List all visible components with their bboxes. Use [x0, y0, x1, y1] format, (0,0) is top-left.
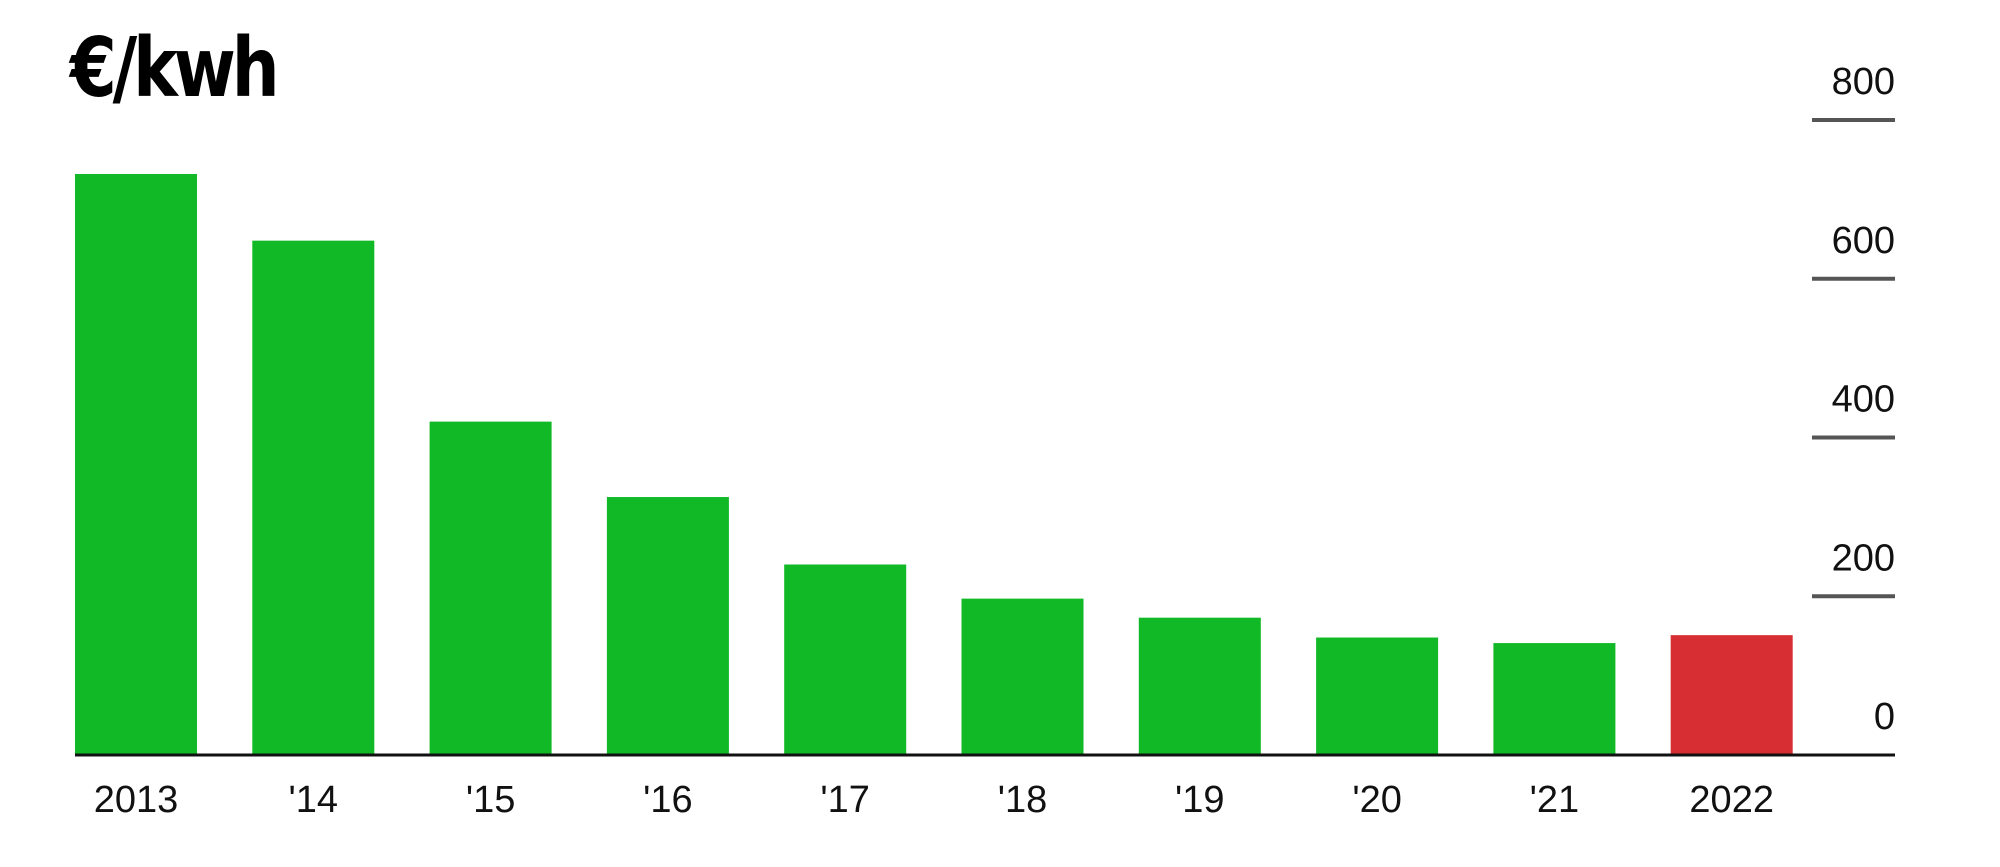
- bar: [252, 240, 375, 755]
- bar: [1670, 635, 1793, 755]
- bar: [784, 564, 907, 755]
- bar: [75, 173, 197, 756]
- x-axis: 2013 '14 '15 '16 '17 '18 '19 '20 '21 2022: [75, 753, 1895, 821]
- y-tick-label: 600: [1832, 220, 1895, 262]
- x-tick-label: '20: [1352, 779, 1402, 821]
- bars-group: [75, 173, 1793, 756]
- y-tick-label: 800: [1832, 61, 1895, 103]
- x-tick-label: '17: [820, 779, 870, 821]
- y-tick-label: 0: [1874, 696, 1895, 738]
- bar: [1493, 643, 1616, 755]
- bar: [429, 421, 552, 755]
- x-tick-label: '19: [1175, 779, 1225, 821]
- x-tick-label: '16: [643, 779, 693, 821]
- x-tick-label: 2022: [1689, 779, 1774, 821]
- y-tick-label: 200: [1832, 537, 1895, 579]
- y-axis: 0 200 400 600 800: [1812, 61, 1895, 738]
- x-tick-label: 2013: [94, 779, 179, 821]
- chart-title: €/kwh: [70, 21, 280, 116]
- bar: [1138, 617, 1261, 755]
- bar: [606, 497, 729, 755]
- x-tick-label: '21: [1530, 779, 1580, 821]
- bar: [1316, 637, 1439, 755]
- bar: [961, 598, 1084, 755]
- y-tick-label: 400: [1832, 379, 1895, 421]
- x-tick-label: '14: [289, 779, 339, 821]
- x-tick-label: '15: [466, 779, 516, 821]
- x-tick-label: '18: [998, 779, 1048, 821]
